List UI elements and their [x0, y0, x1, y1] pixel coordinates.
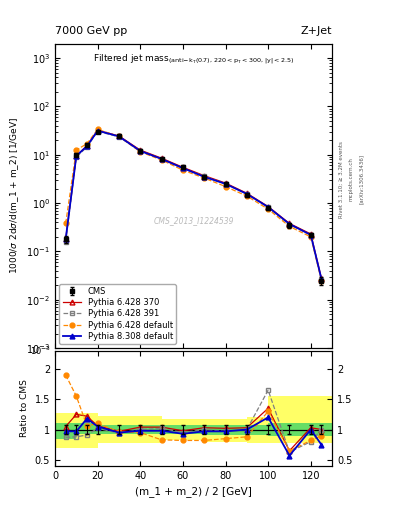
- Text: Z+Jet: Z+Jet: [301, 26, 332, 36]
- Pythia 6.428 default: [202, 175, 207, 181]
- Pythia 6.428 391: [309, 232, 313, 238]
- Pythia 6.428 default: [266, 206, 270, 212]
- Pythia 6.428 default: [138, 149, 143, 155]
- Pythia 8.308 default: [74, 153, 79, 159]
- Text: [arXiv:1306.3436]: [arXiv:1306.3436]: [359, 154, 364, 204]
- Pythia 6.428 370: [138, 147, 143, 153]
- Pythia 6.428 default: [319, 278, 324, 284]
- Pythia 8.308 default: [138, 148, 143, 154]
- Pythia 8.308 default: [159, 156, 164, 162]
- Pythia 6.428 default: [84, 141, 89, 147]
- Pythia 6.428 370: [117, 133, 121, 139]
- Line: Pythia 6.428 default: Pythia 6.428 default: [63, 127, 324, 283]
- Pythia 6.428 391: [287, 222, 292, 228]
- Pythia 8.308 default: [309, 232, 313, 238]
- Pythia 6.428 default: [95, 126, 100, 133]
- Pythia 8.308 default: [180, 165, 185, 171]
- Pythia 6.428 391: [138, 148, 143, 154]
- Pythia 6.428 391: [63, 239, 68, 245]
- Pythia 6.428 391: [95, 129, 100, 135]
- Pythia 8.308 default: [84, 143, 89, 150]
- Text: Rivet 3.1.10; ≥ 3.2M events: Rivet 3.1.10; ≥ 3.2M events: [339, 141, 344, 218]
- Pythia 6.428 default: [159, 157, 164, 163]
- Pythia 8.308 default: [202, 174, 207, 180]
- Pythia 8.308 default: [319, 276, 324, 282]
- Pythia 8.308 default: [287, 221, 292, 227]
- Pythia 6.428 370: [202, 173, 207, 179]
- Text: $10^{-3}$: $10^{-3}$: [30, 345, 51, 357]
- Pythia 8.308 default: [223, 181, 228, 187]
- Text: 7000 GeV pp: 7000 GeV pp: [55, 26, 127, 36]
- Pythia 6.428 370: [319, 275, 324, 281]
- Pythia 6.428 370: [180, 164, 185, 170]
- Pythia 6.428 391: [84, 144, 89, 150]
- Pythia 6.428 default: [117, 133, 121, 139]
- Pythia 6.428 370: [74, 153, 79, 159]
- Pythia 8.308 default: [117, 133, 121, 139]
- Pythia 6.428 391: [117, 134, 121, 140]
- Pythia 6.428 default: [244, 193, 249, 199]
- Line: Pythia 6.428 370: Pythia 6.428 370: [63, 128, 324, 281]
- Pythia 6.428 default: [309, 234, 313, 240]
- Text: Filtered jet mass$_{\mathregular{(anti\!-\!k_T(0.7),\,220<p_T<300,\,|y|<2.5)}}$: Filtered jet mass$_{\mathregular{(anti\!…: [93, 53, 294, 67]
- Pythia 6.428 370: [223, 180, 228, 186]
- Pythia 6.428 391: [180, 165, 185, 172]
- Pythia 6.428 default: [63, 220, 68, 226]
- Pythia 6.428 391: [159, 156, 164, 162]
- Pythia 6.428 370: [159, 155, 164, 161]
- Pythia 6.428 default: [180, 167, 185, 173]
- Pythia 6.428 default: [287, 223, 292, 229]
- Line: Pythia 6.428 391: Pythia 6.428 391: [63, 129, 324, 282]
- Text: mcplots.cern.ch: mcplots.cern.ch: [349, 157, 354, 201]
- Pythia 6.428 391: [74, 154, 79, 160]
- Pythia 6.428 391: [202, 173, 207, 179]
- Pythia 6.428 370: [309, 231, 313, 237]
- Pythia 6.428 default: [74, 147, 79, 153]
- Pythia 6.428 391: [223, 181, 228, 187]
- Pythia 6.428 370: [95, 127, 100, 134]
- Pythia 6.428 370: [84, 142, 89, 148]
- Pythia 6.428 370: [63, 236, 68, 242]
- Pythia 6.428 391: [244, 191, 249, 197]
- Pythia 6.428 default: [223, 183, 228, 189]
- Pythia 6.428 370: [244, 190, 249, 196]
- Line: Pythia 8.308 default: Pythia 8.308 default: [63, 128, 324, 282]
- Pythia 6.428 370: [287, 220, 292, 226]
- Pythia 8.308 default: [244, 191, 249, 197]
- Pythia 6.428 391: [319, 276, 324, 283]
- Pythia 8.308 default: [266, 204, 270, 210]
- Pythia 6.428 391: [266, 204, 270, 210]
- Y-axis label: 1000/$\sigma$ 2d$\sigma$/d(m_1 + m_2) [1/GeV]: 1000/$\sigma$ 2d$\sigma$/d(m_1 + m_2) [1…: [8, 117, 20, 274]
- X-axis label: (m_1 + m_2) / 2 [GeV]: (m_1 + m_2) / 2 [GeV]: [135, 486, 252, 497]
- Text: CMS_2013_I1224539: CMS_2013_I1224539: [153, 216, 234, 225]
- Y-axis label: Ratio to CMS: Ratio to CMS: [20, 379, 29, 437]
- Pythia 8.308 default: [63, 236, 68, 242]
- Pythia 6.428 370: [266, 203, 270, 209]
- Pythia 8.308 default: [95, 127, 100, 134]
- Legend: CMS, Pythia 6.428 370, Pythia 6.428 391, Pythia 6.428 default, Pythia 8.308 defa: CMS, Pythia 6.428 370, Pythia 6.428 391,…: [59, 284, 176, 344]
